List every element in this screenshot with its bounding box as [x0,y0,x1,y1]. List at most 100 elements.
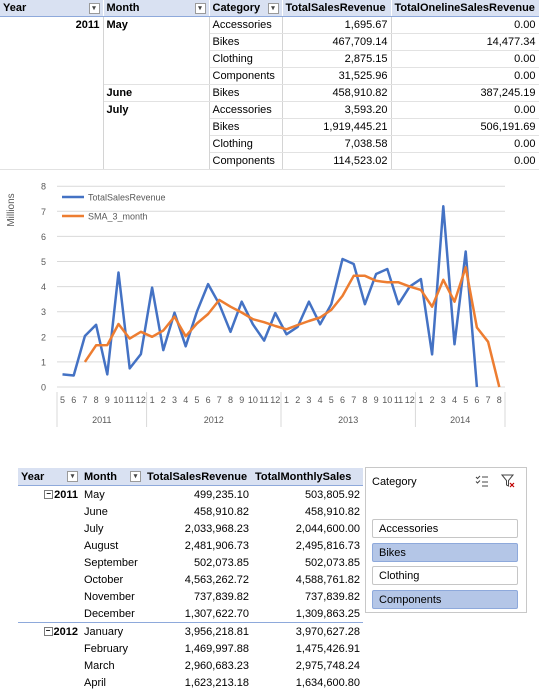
category-cell[interactable]: Accessories [209,16,283,34]
month-cell[interactable] [103,33,210,51]
pivot-monthly-cell[interactable]: 1,475,426.91 [295,642,360,655]
pivot-year-cell[interactable] [18,674,81,691]
category-cell[interactable]: Components [209,152,283,170]
month-cell[interactable]: May [103,16,210,34]
pivot-month-cell[interactable]: July [84,522,104,535]
pivot-month-cell[interactable]: January [81,622,144,640]
filter-dropdown-icon[interactable]: ▾ [194,3,206,14]
category-cell[interactable]: Clothing [209,135,283,153]
pivot-monthly-cell[interactable]: 737,839.82 [304,590,360,603]
filter-dropdown-icon[interactable]: ▾ [67,471,78,482]
total-online-sales-revenue-cell[interactable]: 0.00 [391,67,539,85]
year-cell[interactable] [0,118,104,136]
category-cell[interactable]: Components [209,67,283,85]
total-sales-revenue-cell[interactable]: 1,919,445.21 [282,118,392,136]
total-online-sales-revenue-cell[interactable]: 0.00 [391,101,539,119]
pivot-year-cell[interactable] [18,657,81,674]
pivot-header-month[interactable]: Month ▾ [81,468,144,486]
pivot-revenue-cell[interactable]: 2,481,906.73 [184,539,249,552]
pivot-monthly-cell[interactable]: 2,044,600.00 [295,522,360,535]
header-month[interactable]: Month ▾ [103,0,210,17]
pivot-revenue-cell[interactable]: 3,956,218.81 [144,622,252,640]
total-sales-revenue-cell[interactable]: 3,593.20 [282,101,392,119]
slicer-item-accessories[interactable]: Accessories [372,519,518,538]
pivot-monthly-cell[interactable]: 503,805.92 [304,488,360,501]
pivot-revenue-cell[interactable]: 737,839.82 [193,590,249,603]
month-cell[interactable]: July [103,101,210,119]
year-cell[interactable]: 2011 [0,16,104,34]
pivot-monthly-cell[interactable]: 2,975,748.24 [295,659,360,672]
pivot-month-cell[interactable]: September [84,556,138,569]
pivot-monthly-cell[interactable]: 4,588,761.82 [295,573,360,586]
category-cell[interactable]: Bikes [209,118,283,136]
slicer-item-bikes[interactable]: Bikes [372,542,518,562]
filter-dropdown-icon[interactable]: ▾ [88,3,100,14]
header-total-sales-revenue[interactable]: TotalSalesRevenue [282,0,392,17]
filter-dropdown-icon[interactable]: ▾ [130,471,141,482]
month-cell[interactable] [103,118,210,136]
pivot-monthly-cell[interactable]: 458,910.82 [304,505,360,518]
pivot-month-cell[interactable]: March [84,659,115,672]
category-cell[interactable]: Bikes [209,33,283,51]
month-cell[interactable] [103,50,210,68]
total-online-sales-revenue-cell[interactable]: 0.00 [391,16,539,34]
pivot-month-cell[interactable]: June [84,505,108,518]
total-online-sales-revenue-cell[interactable]: 387,245.19 [391,84,539,102]
clear-filter-icon[interactable] [501,474,515,488]
pivot-revenue-cell[interactable]: 1,469,997.88 [184,642,249,655]
pivot-revenue-cell[interactable]: 502,073.85 [193,556,249,569]
pivot-revenue-cell[interactable]: 4,563,262.72 [184,573,249,586]
pivot-month-cell[interactable]: October [84,573,124,586]
pivot-year-cell[interactable]: −2011 [18,486,81,504]
category-cell[interactable]: Accessories [209,101,283,119]
year-cell[interactable] [0,101,104,119]
multi-select-icon[interactable] [475,474,489,488]
month-cell[interactable] [103,135,210,153]
pivot-header-total-sales-revenue[interactable]: TotalSalesRevenue [144,468,252,486]
pivot-month-cell[interactable]: May [84,488,105,501]
header-total-online-sales-revenue[interactable]: TotalOnelineSalesRevenue [391,0,539,17]
pivot-year-cell[interactable] [18,640,81,657]
month-cell[interactable] [103,67,210,85]
slicer-item-clothing[interactable]: Clothing [372,566,518,585]
pivot-revenue-cell[interactable]: 458,910.82 [193,505,249,518]
month-cell[interactable]: June [103,84,210,102]
pivot-month-cell[interactable]: August [84,539,119,552]
pivot-month-cell[interactable]: February [84,642,129,655]
pivot-revenue-cell[interactable]: 2,960,683.23 [184,659,249,672]
pivot-month-cell[interactable]: April [84,676,107,689]
category-cell[interactable]: Bikes [209,84,283,102]
pivot-header-year[interactable]: Year ▾ [18,468,81,486]
total-sales-revenue-cell[interactable]: 1,695.67 [282,16,392,34]
pivot-year-cell[interactable] [18,520,81,537]
pivot-revenue-cell[interactable]: 1,307,622.70 [184,607,249,620]
pivot-monthly-cell[interactable]: 1,634,600.80 [295,676,360,689]
category-cell[interactable]: Clothing [209,50,283,68]
pivot-monthly-cell[interactable]: 502,073.85 [304,556,360,569]
pivot-year-cell[interactable] [18,554,81,571]
pivot-month-cell[interactable]: November [84,590,135,603]
year-cell[interactable] [0,135,104,153]
collapse-icon[interactable]: − [43,627,53,637]
year-cell[interactable] [0,152,104,170]
total-sales-revenue-cell[interactable]: 2,875.15 [282,50,392,68]
year-cell[interactable] [0,84,104,102]
category-slicer[interactable]: Category Accessories Bikes Clothing Compone… [365,467,527,613]
total-online-sales-revenue-cell[interactable]: 0.00 [391,50,539,68]
pivot-year-cell[interactable] [18,503,81,520]
collapse-icon[interactable]: − [44,490,54,500]
pivot-year-cell[interactable] [18,571,81,588]
total-sales-revenue-cell[interactable]: 458,910.82 [282,84,392,102]
pivot-revenue-cell[interactable]: 499,235.10 [193,488,249,501]
pivot-monthly-cell[interactable]: 1,309,863.25 [295,607,360,620]
total-online-sales-revenue-cell[interactable]: 0.00 [391,135,539,153]
total-online-sales-revenue-cell[interactable]: 506,191.69 [391,118,539,136]
total-online-sales-revenue-cell[interactable]: 0.00 [391,152,539,170]
header-category[interactable]: Category ▾ [209,0,283,17]
pivot-monthly-cell[interactable]: 2,495,816.73 [295,539,360,552]
slicer-item-components[interactable]: Components [372,589,518,609]
pivot-monthly-cell[interactable]: 3,970,627.28 [252,622,363,640]
total-online-sales-revenue-cell[interactable]: 14,477.34 [391,33,539,51]
total-sales-revenue-cell[interactable]: 31,525.96 [282,67,392,85]
